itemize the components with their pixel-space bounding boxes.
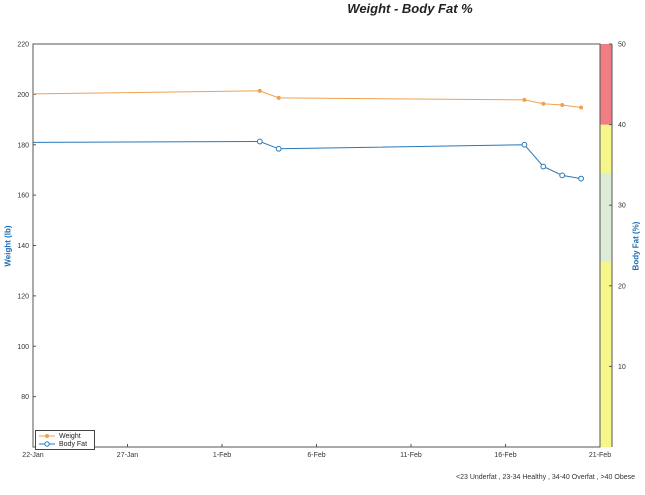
weight-point-6 <box>579 105 584 110</box>
y-tick-label-200: 200 <box>17 92 29 99</box>
y2-tick-label-20: 20 <box>618 283 626 290</box>
weight-point-3 <box>522 97 527 102</box>
y-tick-label-120: 120 <box>17 293 29 300</box>
x-tick-label-11-Feb: 11-Feb <box>400 452 422 459</box>
body-fat-band-3 <box>600 44 612 125</box>
legend-item-body-fat: Body Fat <box>38 440 87 448</box>
body-fat-legend-marker-icon <box>39 441 55 447</box>
weight-point-1 <box>257 88 262 93</box>
body-fat-line <box>32 141 582 180</box>
y-tick-label-80: 80 <box>21 394 29 401</box>
body-fat-band-2 <box>600 124 612 173</box>
body-fat-point-4 <box>540 163 547 170</box>
legend-label-weight: Weight <box>59 432 81 440</box>
plot-frame <box>32 43 601 448</box>
y2-tick-label-50: 50 <box>618 42 626 49</box>
y-tick-label-220: 220 <box>17 42 29 49</box>
x-tick-label-1-Feb: 1-Feb <box>213 452 231 459</box>
x-axis-ticks: 22-Jan 27-Jan 1-Feb 6-Feb 11-Feb 16-Feb 21-Feb <box>22 444 611 459</box>
body-fat-point-2 <box>275 145 282 152</box>
x-tick-label-6-Feb: 6-Feb <box>307 452 325 459</box>
footnote: <23 Underfat , 23-34 Healthy , 34-40 Ove… <box>456 474 635 481</box>
x-tick-label-22-Jan: 22-Jan <box>22 452 44 459</box>
y-tick-label-100: 100 <box>17 344 29 351</box>
left-axis-label: Weight (lb) <box>3 225 13 267</box>
legend-label-body-fat: Body Fat <box>59 440 88 448</box>
x-tick-label-16-Feb: 16-Feb <box>494 452 516 459</box>
x-tick-label-21-Feb: 21-Feb <box>589 452 611 459</box>
right-axis-ticks: 10 20 30 40 50 <box>609 42 626 371</box>
series-lines <box>32 88 584 182</box>
body-fat-bands <box>600 44 613 447</box>
y2-tick-label-40: 40 <box>618 122 626 129</box>
left-axis-ticks: 80 100 120 140 160 180 200 220 <box>17 42 36 401</box>
x-tick-label-27-Jan: 27-Jan <box>117 452 139 459</box>
body-fat-band-0 <box>600 261 612 447</box>
body-fat-point-6 <box>578 175 584 182</box>
weight-legend-marker-icon <box>39 434 55 438</box>
body-fat-band-1 <box>600 172 612 262</box>
weight-line <box>32 90 582 108</box>
body-fat-point-1 <box>256 138 263 145</box>
legend-item-weight: Weight <box>38 432 81 440</box>
y-tick-label-140: 140 <box>17 243 29 250</box>
weight-point-5 <box>560 102 565 107</box>
chart-title: Weight - Body Fat % <box>347 1 473 16</box>
y-tick-label-180: 180 <box>17 142 29 149</box>
weight-point-4 <box>541 101 546 106</box>
legend: Weight Body Fat <box>35 430 95 450</box>
right-axis-label: Body Fat (%) <box>631 221 641 271</box>
y2-tick-label-30: 30 <box>618 203 626 210</box>
body-fat-point-3 <box>521 141 528 148</box>
body-fat-point-5 <box>559 172 566 179</box>
y-tick-label-160: 160 <box>17 193 29 200</box>
y2-tick-label-10: 10 <box>618 364 626 371</box>
weight-point-2 <box>276 95 281 100</box>
